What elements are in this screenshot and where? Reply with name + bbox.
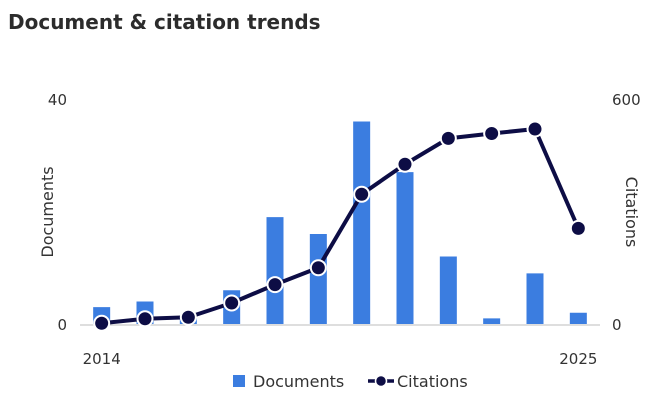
documents-bar-2023 bbox=[483, 318, 501, 324]
citations-line bbox=[101, 127, 581, 326]
citations-point-2017 bbox=[223, 294, 241, 312]
y-right-tick-max: 600 bbox=[612, 91, 641, 109]
y-axis-right-label: Citations bbox=[622, 177, 641, 248]
citations-point-2022 bbox=[439, 129, 457, 147]
documents-bar-2025 bbox=[569, 312, 587, 324]
citations-point-2014 bbox=[93, 314, 111, 332]
citations-point-2016 bbox=[179, 308, 197, 326]
legend-citations-label: Citations bbox=[397, 372, 468, 391]
x-tick-last: 2025 bbox=[559, 350, 597, 368]
citations-point-2020 bbox=[353, 185, 371, 203]
legend: Documents Citations bbox=[233, 372, 468, 391]
x-tick-first: 2014 bbox=[83, 350, 121, 368]
documents-bar-2018 bbox=[266, 217, 284, 324]
documents-bar-2021 bbox=[396, 172, 414, 324]
documents-bar-2020 bbox=[353, 121, 371, 324]
legend-documents-label: Documents bbox=[253, 372, 344, 391]
citations-point-2018 bbox=[266, 276, 284, 294]
citations-point-2019 bbox=[309, 259, 327, 277]
documents-bar-2024 bbox=[526, 273, 544, 324]
citations-point-2021 bbox=[396, 155, 414, 173]
y-left-tick-max: 40 bbox=[48, 91, 67, 109]
citations-point-2015 bbox=[136, 310, 154, 328]
y-axis-left-label: Documents bbox=[38, 166, 57, 257]
y-right-tick-min: 0 bbox=[612, 316, 622, 334]
citations-point-2023 bbox=[483, 125, 501, 142]
documents-bar-2019 bbox=[309, 234, 327, 324]
documents-bar-2022 bbox=[439, 256, 457, 324]
citations-point-2025 bbox=[569, 219, 587, 237]
chart-title: Document & citation trends bbox=[8, 10, 321, 34]
citations-point-2024 bbox=[526, 120, 544, 138]
legend-documents-swatch bbox=[233, 375, 245, 387]
legend-citations-marker bbox=[374, 374, 388, 388]
y-left-tick-min: 0 bbox=[57, 316, 67, 334]
